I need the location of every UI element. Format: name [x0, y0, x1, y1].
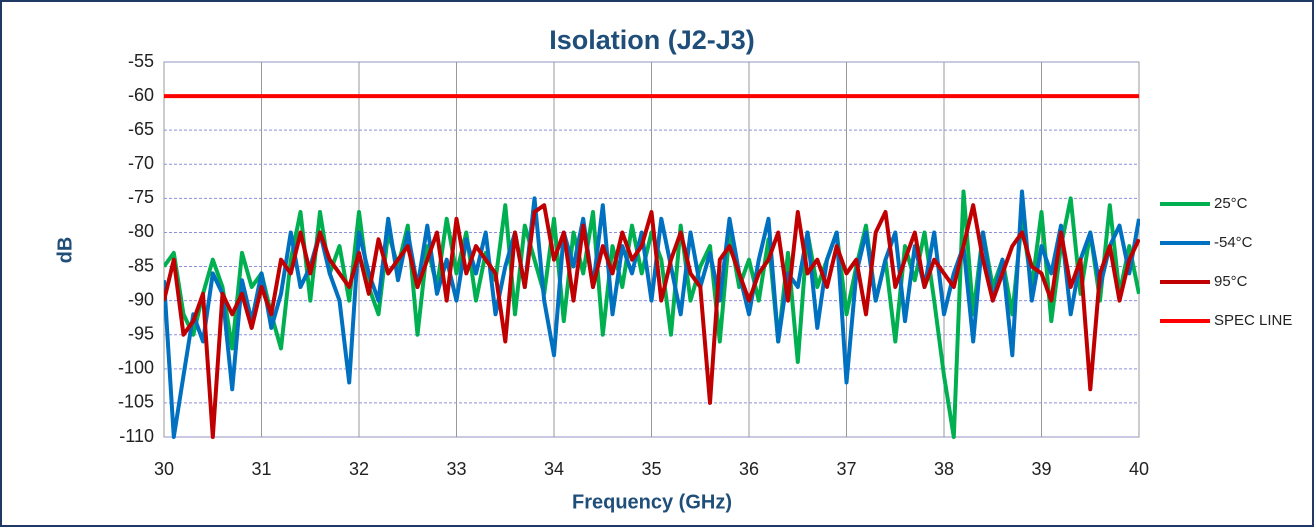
legend-label: -54°C: [1214, 234, 1253, 251]
y-tick-label: -80: [128, 221, 154, 241]
y-tick-label: -60: [128, 85, 154, 105]
y-tick-label: -65: [128, 119, 154, 139]
y-axis-label: dB: [54, 237, 76, 264]
series-line: [164, 189, 1140, 439]
x-tick-label: 30: [154, 459, 174, 479]
x-tick-label: 39: [1031, 459, 1051, 479]
y-tick-label: -85: [128, 255, 154, 275]
y-tick-label: -95: [128, 323, 154, 343]
y-tick-label: -110: [119, 426, 154, 446]
x-axis-label: Frequency (GHz): [572, 491, 732, 513]
x-tick-label: 38: [934, 459, 954, 479]
series-line: [164, 203, 1140, 439]
y-tick-label: -105: [118, 392, 154, 412]
x-tick-label: 33: [446, 459, 466, 479]
y-tick-label: -75: [128, 187, 154, 207]
legend-label: 25°C: [1214, 195, 1248, 212]
x-tick-label: 37: [836, 459, 856, 479]
plot-lines: [164, 94, 1140, 439]
x-tick-label: 31: [251, 459, 271, 479]
y-tick-label: -100: [118, 358, 154, 378]
x-tick-label: 32: [349, 459, 369, 479]
x-tick-label: 34: [544, 459, 564, 479]
y-tick-label: -55: [128, 51, 154, 71]
y-tick-label: -70: [128, 153, 154, 173]
x-tick-label: 35: [641, 459, 661, 479]
x-tick-label: 36: [739, 459, 759, 479]
legend-label: SPEC LINE: [1214, 312, 1292, 329]
chart-title: Isolation (J2-J3): [549, 25, 755, 55]
y-tick-label: -90: [128, 289, 154, 309]
legend-label: 95°C: [1214, 273, 1248, 290]
x-tick-label: 40: [1129, 459, 1149, 479]
